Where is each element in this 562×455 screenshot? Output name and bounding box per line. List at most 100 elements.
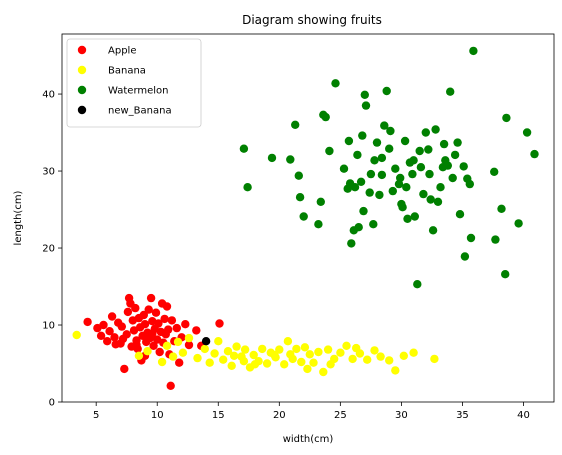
data-point xyxy=(162,341,172,350)
data-point xyxy=(294,171,303,180)
data-point xyxy=(421,128,430,137)
x-tick-label: 20 xyxy=(273,410,286,421)
data-point xyxy=(344,136,354,146)
data-point xyxy=(396,173,405,183)
data-point xyxy=(103,337,112,346)
data-point xyxy=(342,341,351,350)
data-point xyxy=(348,354,357,364)
data-point xyxy=(309,358,318,367)
data-point xyxy=(167,316,177,325)
data-point xyxy=(270,350,279,360)
series-apple xyxy=(83,293,224,390)
data-point xyxy=(295,193,305,202)
data-point xyxy=(111,340,120,349)
x-tick-label: 5 xyxy=(93,410,99,421)
data-point xyxy=(118,334,128,344)
data-point xyxy=(316,197,325,206)
data-point xyxy=(336,348,345,357)
data-point xyxy=(214,337,223,346)
data-point xyxy=(386,126,395,136)
data-point xyxy=(403,214,412,223)
data-point xyxy=(419,189,428,199)
data-point xyxy=(360,90,369,100)
data-point xyxy=(184,333,194,343)
data-point xyxy=(223,347,233,356)
data-point xyxy=(363,355,372,364)
data-point xyxy=(110,333,119,342)
x-tick-label: 15 xyxy=(212,410,225,421)
data-point xyxy=(459,162,468,171)
data-point xyxy=(400,136,410,146)
data-point xyxy=(460,252,470,261)
legend-box xyxy=(66,38,202,128)
data-point xyxy=(431,125,440,134)
y-axis-label: length(cm) xyxy=(13,190,24,245)
data-point xyxy=(123,307,133,317)
data-point xyxy=(385,356,394,365)
data-point xyxy=(410,212,419,221)
data-point xyxy=(466,233,476,243)
legend-marker xyxy=(77,45,87,55)
data-point xyxy=(321,112,330,122)
data-point xyxy=(184,340,194,350)
data-point xyxy=(243,183,252,192)
legend-label: new_Banana xyxy=(108,106,172,117)
data-point xyxy=(303,364,312,374)
data-point xyxy=(250,360,260,369)
data-point xyxy=(469,46,478,56)
data-point xyxy=(399,351,408,360)
data-point xyxy=(430,354,439,364)
data-point xyxy=(453,138,462,147)
data-point xyxy=(339,164,349,173)
data-point xyxy=(382,86,391,96)
data-point xyxy=(314,220,323,229)
data-point xyxy=(356,177,366,186)
data-point xyxy=(416,163,426,172)
data-point xyxy=(347,239,356,248)
data-point xyxy=(205,358,214,367)
data-point xyxy=(352,343,361,353)
data-point xyxy=(409,156,418,165)
data-point xyxy=(522,128,532,137)
data-point xyxy=(413,280,422,289)
data-point xyxy=(240,345,250,354)
y-tick-label: 40 xyxy=(42,90,55,101)
y-tick-label: 10 xyxy=(42,321,55,332)
data-point xyxy=(326,360,335,369)
data-point xyxy=(376,352,385,361)
data-point xyxy=(502,113,511,123)
data-point xyxy=(96,331,106,340)
data-point xyxy=(353,150,362,160)
data-point xyxy=(143,347,152,356)
legend-marker xyxy=(77,65,87,75)
data-point xyxy=(131,303,140,313)
data-point xyxy=(365,188,374,197)
data-point xyxy=(450,150,460,160)
y-axis-ticks: 0 10 20 30 40 xyxy=(42,90,62,409)
data-point xyxy=(83,317,92,327)
data-point xyxy=(425,169,434,179)
data-point xyxy=(168,352,178,361)
data-point xyxy=(140,320,150,329)
data-point xyxy=(314,347,323,357)
data-point xyxy=(148,329,157,338)
x-tick-label: 30 xyxy=(395,410,408,421)
data-point xyxy=(151,308,161,317)
x-tick-label: 40 xyxy=(517,410,530,421)
data-point xyxy=(375,190,384,200)
data-point xyxy=(210,349,219,358)
legend: Apple Banana Watermelon new_Banana xyxy=(66,38,202,128)
data-point xyxy=(162,302,172,311)
data-point xyxy=(155,347,164,357)
data-point xyxy=(286,155,295,164)
data-point xyxy=(292,344,301,354)
data-point xyxy=(354,223,363,232)
data-point xyxy=(443,161,452,170)
data-point xyxy=(267,153,277,163)
x-tick-label: 25 xyxy=(334,410,347,421)
data-point xyxy=(490,167,499,176)
data-point xyxy=(117,322,127,331)
legend-marker xyxy=(77,105,87,115)
series-new-banana xyxy=(201,337,211,346)
